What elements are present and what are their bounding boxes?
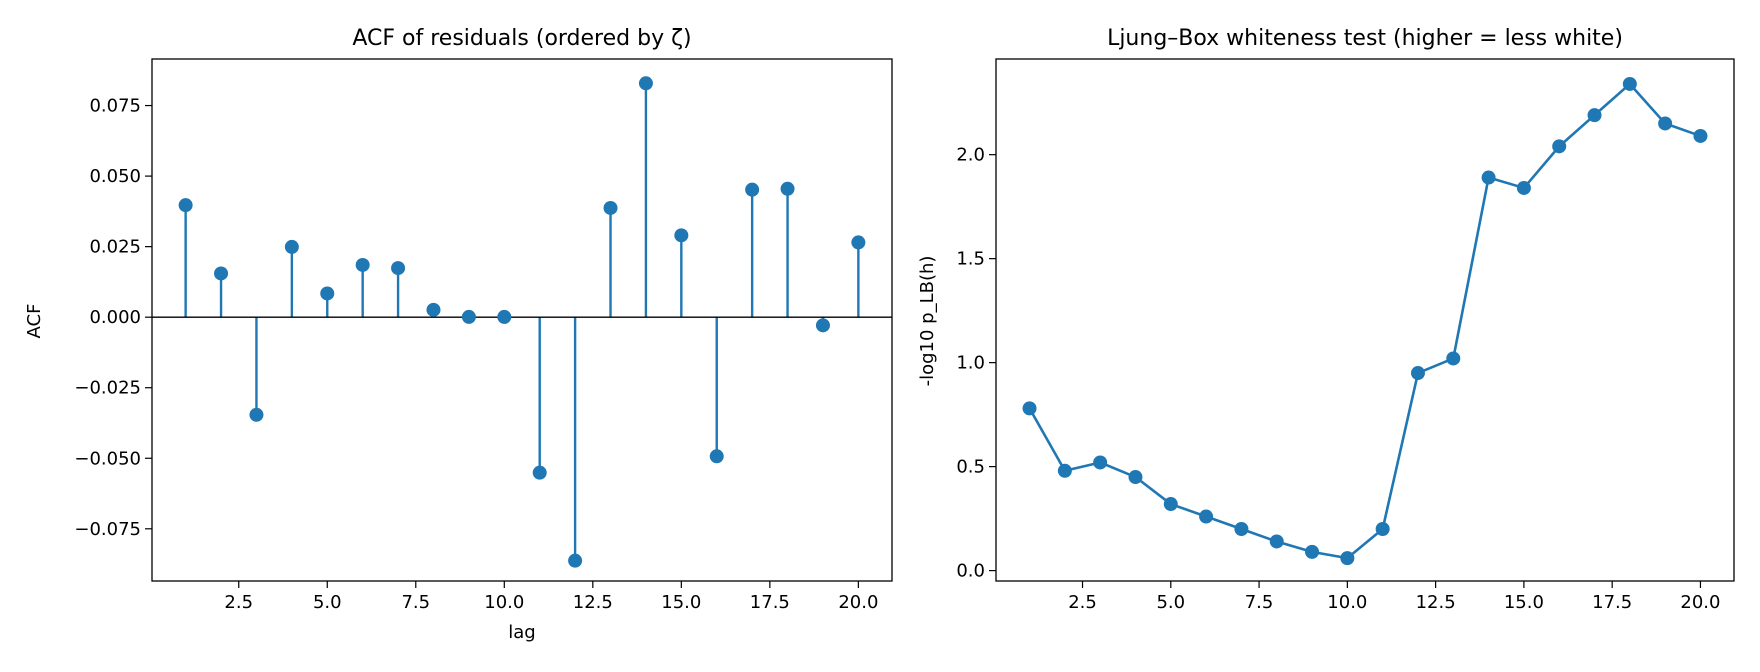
ljung-box-point bbox=[1658, 116, 1673, 131]
ljung-box-point bbox=[1552, 139, 1567, 154]
acf-point bbox=[568, 553, 583, 568]
ljung-box-x-tick-label: 20.0 bbox=[1680, 592, 1720, 613]
acf-x-axis-label: lag bbox=[508, 622, 535, 643]
ljung-box-point bbox=[1199, 509, 1214, 524]
ljung-box-x-tick-label: 7.5 bbox=[1245, 592, 1274, 613]
acf-point bbox=[461, 309, 476, 324]
ljung-box-x-tick-label: 2.5 bbox=[1068, 592, 1097, 613]
acf-point bbox=[638, 76, 653, 91]
ljung-box-point bbox=[1234, 522, 1249, 537]
acf-y-tick-label: 0.025 bbox=[89, 237, 141, 258]
ljung-box-point bbox=[1481, 170, 1496, 185]
acf-y-tick-label: −0.075 bbox=[74, 519, 141, 540]
acf-point bbox=[214, 266, 229, 281]
acf-x-tick-label: 17.5 bbox=[750, 592, 790, 613]
acf-y-tick-label: −0.025 bbox=[74, 378, 141, 399]
acf-x-tick-label: 15.0 bbox=[661, 592, 701, 613]
ljung-box-x-tick-label: 15.0 bbox=[1504, 592, 1544, 613]
ljung-box-y-tick-label: 1.5 bbox=[956, 249, 985, 270]
acf-point bbox=[391, 261, 406, 276]
acf-y-tick-label: 0.000 bbox=[89, 307, 141, 328]
acf-point bbox=[320, 286, 335, 301]
ljung-box-y-tick-label: 0.5 bbox=[956, 457, 985, 478]
ljung-box-panel: Ljung–Box whiteness test (higher = less … bbox=[917, 26, 1735, 613]
ljung-box-point bbox=[1022, 401, 1037, 416]
ljung-box-line bbox=[1028, 82, 1701, 560]
acf-point bbox=[178, 198, 193, 213]
acf-y-tick-label: 0.075 bbox=[89, 96, 141, 117]
acf-x-tick-label: 2.5 bbox=[224, 592, 253, 613]
acf-panel: ACF of residuals (ordered by ζ) lag ACF … bbox=[24, 26, 893, 643]
ljung-box-point bbox=[1163, 497, 1178, 512]
acf-point bbox=[780, 181, 795, 196]
ljung-box-point bbox=[1446, 351, 1461, 366]
acf-y-tick-label: −0.050 bbox=[74, 448, 141, 469]
ljung-box-point bbox=[1093, 455, 1108, 470]
ljung-box-point bbox=[1057, 463, 1072, 478]
ljung-box-y-tick-label: 2.0 bbox=[956, 145, 985, 166]
acf-x-tick-label: 12.5 bbox=[573, 592, 613, 613]
acf-ticks: 2.5 5.0 7.5 10.0 12.5 15.0 17.5 20.0 −0.075 −0.05… bbox=[74, 96, 878, 613]
ljung-box-x-tick-label: 10.0 bbox=[1327, 592, 1367, 613]
ljung-box-point bbox=[1375, 522, 1390, 537]
ljung-box-y-tick-label: 1.0 bbox=[956, 353, 985, 374]
acf-point bbox=[709, 449, 724, 464]
acf-point bbox=[284, 239, 299, 254]
ljung-box-ticks: 2.5 5.0 7.5 10.0 12.5 15.0 17.5 20.0 0.0 0.5 1.0 1.… bbox=[956, 145, 1720, 613]
acf-point bbox=[426, 302, 441, 317]
ljung-box-point bbox=[1622, 76, 1637, 91]
acf-point bbox=[603, 200, 618, 215]
acf-marks bbox=[152, 76, 892, 568]
ljung-box-plot-frame bbox=[995, 58, 1735, 582]
acf-point bbox=[497, 309, 512, 324]
acf-point bbox=[815, 318, 830, 333]
acf-plot-frame bbox=[151, 58, 893, 582]
acf-point bbox=[745, 182, 760, 197]
acf-x-tick-label: 7.5 bbox=[401, 592, 430, 613]
acf-x-tick-label: 20.0 bbox=[838, 592, 878, 613]
acf-y-tick-label: 0.050 bbox=[89, 166, 141, 187]
acf-point bbox=[249, 407, 264, 422]
ljung-box-point bbox=[1340, 551, 1355, 566]
ljung-box-point bbox=[1410, 366, 1425, 381]
acf-point bbox=[355, 257, 370, 272]
ljung-box-point bbox=[1128, 470, 1143, 485]
acf-point bbox=[532, 465, 547, 480]
ljung-box-y-tick-label: 0.0 bbox=[956, 561, 985, 582]
ljung-box-title: Ljung–Box whiteness test (higher = less … bbox=[1107, 26, 1623, 51]
acf-x-tick-label: 10.0 bbox=[484, 592, 524, 613]
acf-x-tick-label: 5.0 bbox=[313, 592, 342, 613]
acf-point bbox=[851, 235, 866, 250]
ljung-box-x-tick-label: 12.5 bbox=[1416, 592, 1456, 613]
ljung-box-point bbox=[1516, 180, 1531, 195]
ljung-box-point bbox=[1693, 128, 1708, 143]
ljung-box-x-tick-label: 5.0 bbox=[1156, 592, 1185, 613]
ljung-box-y-axis-label: -log10 p_LB(h) bbox=[917, 256, 938, 387]
ljung-box-point bbox=[1305, 544, 1320, 559]
ljung-box-x-tick-label: 17.5 bbox=[1592, 592, 1632, 613]
ljung-box-point bbox=[1269, 534, 1284, 549]
acf-title: ACF of residuals (ordered by ζ) bbox=[352, 26, 691, 51]
acf-point bbox=[674, 228, 689, 243]
ljung-box-point bbox=[1587, 108, 1602, 123]
acf-y-axis-label: ACF bbox=[24, 304, 45, 339]
ljung-box-marks bbox=[1022, 76, 1708, 566]
